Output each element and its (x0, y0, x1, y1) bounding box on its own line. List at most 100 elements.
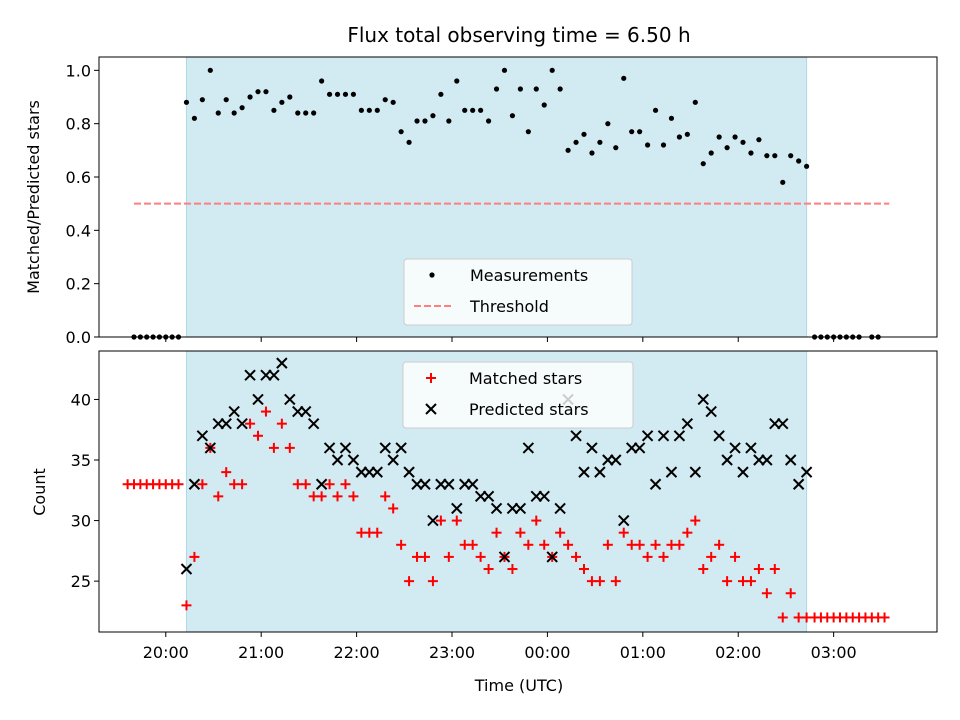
predicted-star-point (403, 466, 415, 478)
predicted-star-point (490, 502, 503, 515)
predicted-star-point (618, 514, 630, 527)
measurement-point (748, 150, 754, 156)
matched-star-point (435, 515, 446, 526)
measurement-point (557, 86, 563, 92)
matched-star-point (730, 551, 741, 562)
matched-star-point (260, 406, 271, 417)
matched-star-point (181, 600, 192, 611)
predicted-star-point (244, 369, 256, 381)
predicted-star-point (307, 417, 320, 430)
legend-label: Predicted stars (469, 400, 589, 419)
matched-star-point (483, 564, 494, 575)
predicted-star-point (737, 466, 749, 478)
predicted-star-point-b (641, 430, 654, 442)
predicted-star-point (236, 417, 248, 430)
measurement-point (191, 115, 198, 121)
measurement-point (804, 163, 810, 169)
measurement-point (708, 150, 714, 156)
matched-star-point (404, 576, 415, 587)
predicted-star-point (451, 502, 463, 515)
measurement-point (231, 110, 237, 116)
measurement-point (422, 118, 428, 124)
predicted-star-point-b (689, 466, 702, 478)
measurement-point (788, 153, 794, 159)
measurement-point (334, 91, 341, 97)
predicted-star-point-b (721, 454, 733, 466)
predicted-star-point-b (713, 430, 725, 442)
bottom-y-tick-label: 30 (71, 512, 91, 531)
matched-star-point (578, 564, 589, 575)
top-y-tick-label: 0.2 (66, 275, 91, 294)
matched-star-point (197, 479, 208, 490)
legend-marker-predicted (425, 403, 437, 415)
predicted-star-point-b (777, 417, 789, 430)
predicted-star-point-b (498, 551, 511, 563)
matched-star-point (419, 551, 430, 562)
predicted-star-point (300, 405, 312, 418)
matched-star-point (571, 551, 582, 562)
predicted-star-point-b (800, 466, 813, 478)
bottom-y-tick-label: 40 (71, 390, 91, 409)
bottom-panel: 25 30 35 40 20:00 21:00 22:00 23:00 00:00 01:00 0… (30, 350, 938, 695)
matched-star-point (372, 527, 383, 538)
measurement-point (374, 107, 380, 113)
predicted-star-point (633, 442, 646, 454)
predicted-star-point (284, 393, 296, 406)
measurement-point (239, 105, 245, 111)
matched-star-point (777, 612, 788, 623)
matched-star-point (523, 539, 534, 550)
predicted-star-point (554, 502, 566, 515)
matched-star-point (507, 564, 518, 575)
predicted-star-point-b (737, 466, 749, 478)
measurement-point (485, 118, 492, 124)
predicted-star-point-b (633, 442, 646, 454)
measurement-point (414, 118, 420, 124)
predicted-star-point-b (451, 502, 463, 515)
predicted-star-point-b (347, 454, 360, 466)
predicted-star-point (721, 454, 733, 466)
predicted-star-point-b (649, 478, 662, 490)
measurement-point (303, 110, 309, 116)
measurement-point (446, 118, 452, 124)
predicted-star-point (228, 405, 240, 418)
predicted-star-point-b (244, 369, 256, 381)
predicted-star-point (610, 454, 622, 466)
x-tick-label: 21:00 (238, 643, 284, 662)
predicted-star-point-b (673, 430, 686, 442)
predicted-star-point-b (252, 393, 264, 406)
measurement-point (541, 102, 547, 108)
matched-star-point (388, 503, 399, 514)
predicted-star-point (546, 551, 558, 563)
matched-star-point (443, 551, 454, 562)
matched-star-point (690, 515, 701, 526)
matched-star-point (515, 527, 526, 538)
matched-star-point (761, 588, 772, 599)
matched-star-point (745, 576, 756, 587)
matched-star-point (753, 564, 764, 575)
predicted-star-point-b (665, 466, 678, 478)
bottom-y-tick-label: 25 (71, 572, 91, 591)
legend-box (402, 361, 634, 429)
matched-star-point (531, 515, 542, 526)
predicted-star-point (371, 466, 383, 478)
predicted-star-point-b (514, 502, 527, 515)
top-y-tick-label: 0.6 (66, 168, 91, 187)
matched-star-point (467, 539, 478, 550)
top-y-tick-label: 1.0 (66, 61, 91, 80)
predicted-star-point (204, 442, 217, 454)
legend-label: Measurements (470, 266, 588, 285)
predicted-star-point (586, 442, 598, 454)
measurement-point (772, 153, 778, 159)
predicted-star-point-b (490, 502, 503, 515)
measurement-point (613, 145, 619, 151)
matched-star-point (451, 515, 462, 526)
top-y-tick-label: 0.4 (66, 221, 91, 240)
bottom-y-tick-label: 35 (71, 451, 91, 470)
predicted-star-point (641, 430, 654, 442)
measurement-point (342, 91, 349, 97)
measurement-point (525, 129, 531, 135)
predicted-star-point-b (387, 454, 399, 466)
measurement-point (684, 131, 690, 137)
measurement-point (517, 86, 523, 92)
predicted-star-point-b (379, 442, 391, 454)
